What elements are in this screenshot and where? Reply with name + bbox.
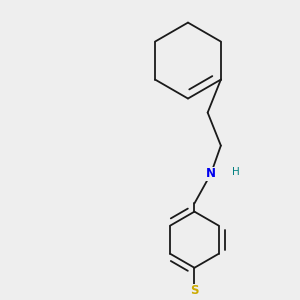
Text: H: H [232,167,240,177]
Text: N: N [206,167,216,180]
Text: S: S [190,284,199,297]
